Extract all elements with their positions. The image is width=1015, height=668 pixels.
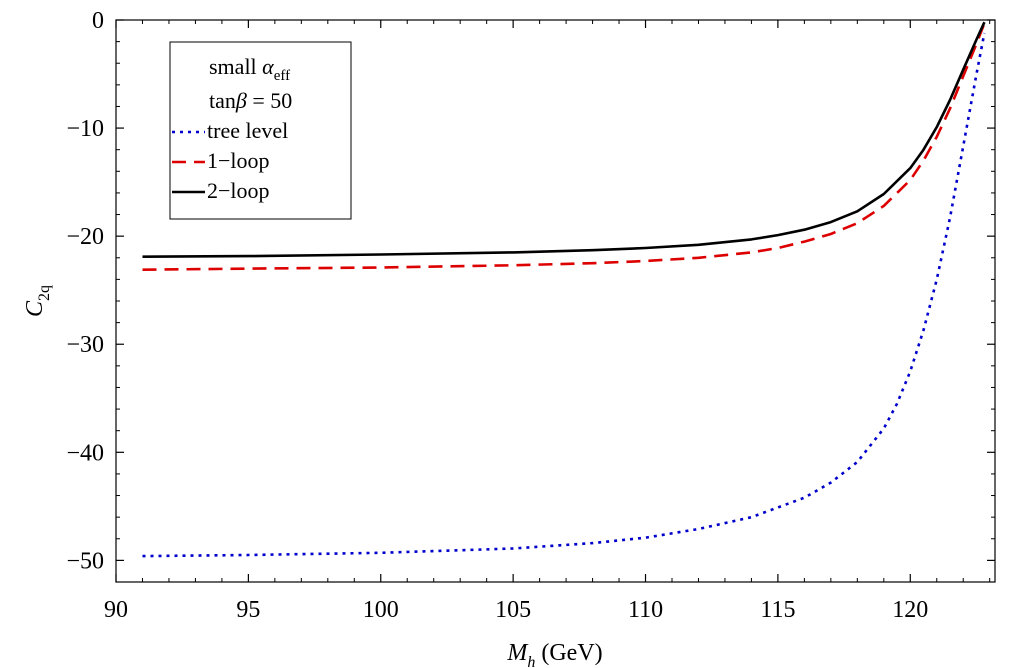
legend: small αeff tanβ = 50 tree level 1−loop 2−l… — [169, 41, 352, 220]
y-tick-label: −40 — [66, 440, 104, 466]
y-tick-label: −10 — [66, 116, 104, 142]
y-axis-title: C2q — [22, 285, 53, 317]
series-layer — [142, 21, 986, 558]
x-axis-ticks: 90 95 100 105 110 115 120 — [104, 20, 928, 623]
legend-model-line: small αeff — [209, 54, 290, 84]
y-tick-label: −30 — [66, 332, 104, 358]
legend-label: tree level — [207, 118, 288, 143]
x-axis-title: Mh (GeV) — [506, 640, 602, 668]
x-tick-label: 115 — [760, 597, 795, 623]
legend-entries: tree level 1−loop 2−loop — [172, 118, 288, 203]
y-tick-label: −20 — [66, 224, 104, 250]
y-tick-label: −50 — [66, 548, 104, 574]
series-line-1-loop — [142, 22, 986, 271]
x-tick-label: 105 — [495, 597, 531, 623]
series-line-2-loop — [142, 21, 986, 258]
y-tick-label: 0 — [92, 8, 104, 34]
x-tick-label: 90 — [104, 597, 128, 623]
minor-ticks — [116, 20, 995, 583]
x-tick-label: 110 — [628, 597, 663, 623]
x-tick-label: 120 — [892, 597, 928, 623]
legend-label: 2−loop — [207, 178, 270, 203]
x-tick-label: 95 — [236, 597, 260, 623]
legend-box — [169, 41, 352, 220]
y-axis-ticks: 0 −10 −20 −30 −40 −50 — [66, 8, 995, 574]
series-line-tree-level — [142, 32, 986, 558]
legend-tanbeta-line: tanβ = 50 — [209, 88, 292, 113]
legend-label: 1−loop — [207, 148, 270, 173]
x-tick-label: 100 — [363, 597, 399, 623]
